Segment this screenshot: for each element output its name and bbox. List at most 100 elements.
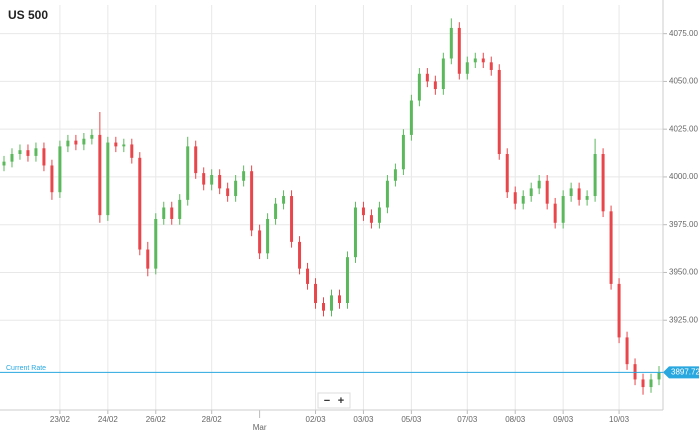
candle-body (617, 283, 621, 338)
candle-body (282, 196, 286, 204)
candle-body (2, 161, 6, 166)
candle-body (314, 283, 318, 304)
y-tick-label: 3925.00 (669, 315, 698, 324)
candle-body (242, 171, 246, 181)
candle-body (633, 364, 637, 380)
candle-body (593, 154, 597, 197)
candle-body (186, 146, 190, 200)
x-tick-label: 26/02 (146, 415, 167, 424)
x-tick-label: 08/03 (505, 415, 526, 424)
candle-body (290, 196, 294, 242)
candle-body (194, 146, 198, 174)
candle-body (74, 140, 78, 145)
candle-body (377, 207, 381, 223)
candle-body (178, 199, 182, 219)
candle-body (537, 180, 541, 189)
y-tick-label: 4000.00 (669, 172, 698, 181)
candle-body (433, 81, 437, 90)
y-tick-label: 3975.00 (669, 220, 698, 229)
candle-body (417, 73, 421, 101)
candle-body (154, 218, 158, 269)
candle-body (226, 188, 230, 197)
candle-body (202, 173, 206, 185)
candle-body (513, 192, 517, 204)
candle-body (657, 372, 661, 380)
zoom-panel (317, 392, 351, 409)
candle-body (625, 337, 629, 365)
candle-body (250, 171, 254, 231)
candle-body (90, 134, 94, 139)
x-tick-label: 02/03 (306, 415, 327, 424)
candle-body (641, 379, 645, 388)
candle-body (34, 148, 38, 156)
candle-body (274, 203, 278, 219)
candle-body (441, 58, 445, 90)
candle-body (66, 140, 70, 147)
candle-body (545, 180, 549, 204)
x-tick-label: 23/02 (50, 415, 71, 424)
y-tick-label: 4050.00 (669, 77, 698, 86)
x-tick-label: 09/03 (553, 415, 574, 424)
y-tick-label: 3950.00 (669, 268, 698, 277)
candle-body (258, 230, 262, 254)
candle-body (569, 188, 573, 197)
zoom-button[interactable]: + (338, 395, 344, 407)
y-tick-label: 4075.00 (669, 29, 698, 38)
candle-body (18, 150, 22, 155)
candle-body (130, 144, 134, 158)
x-tick-label: 24/02 (98, 415, 119, 424)
candle-body (106, 142, 110, 216)
candle-body (649, 379, 653, 388)
candle-body (345, 257, 349, 304)
x-tick-label: 05/03 (401, 415, 422, 424)
current-rate-label: Current Rate (6, 365, 46, 372)
candle-body (234, 180, 238, 197)
candle-body (162, 207, 166, 219)
candle-body (393, 169, 397, 181)
candle-body (425, 73, 429, 82)
x-tick-label: 10/03 (609, 415, 630, 424)
candle-body (298, 241, 302, 269)
candle-body (369, 215, 373, 223)
candle-body (210, 175, 214, 185)
candle-body (401, 134, 405, 170)
candle-body (146, 249, 150, 269)
candle-body (50, 165, 54, 193)
candle-body (409, 100, 413, 135)
current-rate-tag (663, 366, 699, 379)
candle-body (330, 295, 333, 311)
candle-body (577, 188, 581, 200)
candle-body (609, 211, 613, 284)
candle-body (114, 142, 118, 147)
chart-title: US 500 (8, 8, 48, 22)
candle-body (306, 268, 310, 284)
candle-body (353, 207, 357, 258)
candle-body (138, 157, 142, 250)
candle-body (266, 218, 270, 254)
x-tick-label: 28/02 (202, 415, 223, 424)
candle-body (585, 196, 589, 200)
x-tick-label: 07/03 (457, 415, 478, 424)
candle-body (385, 180, 389, 208)
candle-body (521, 196, 525, 204)
x-tick-label: 03/03 (353, 415, 374, 424)
zoom-button[interactable]: − (324, 395, 330, 407)
candle-body (465, 62, 469, 74)
candle-body (58, 146, 62, 193)
candle-body (561, 196, 565, 223)
candle-body (481, 58, 485, 63)
candle-body (553, 203, 557, 223)
candle-body (361, 207, 365, 216)
candle-body (26, 150, 30, 156)
candle-body (473, 58, 477, 63)
candle-body (10, 154, 14, 162)
y-tick-label: 4025.00 (669, 124, 698, 133)
candle-body (170, 207, 174, 219)
current-rate-value: 3897.72 (671, 367, 699, 376)
candle-body (82, 138, 86, 145)
candle-body (505, 154, 509, 193)
candle-body (497, 69, 501, 155)
candle-body (489, 62, 493, 70)
x-tick-label: Mar (253, 423, 267, 432)
